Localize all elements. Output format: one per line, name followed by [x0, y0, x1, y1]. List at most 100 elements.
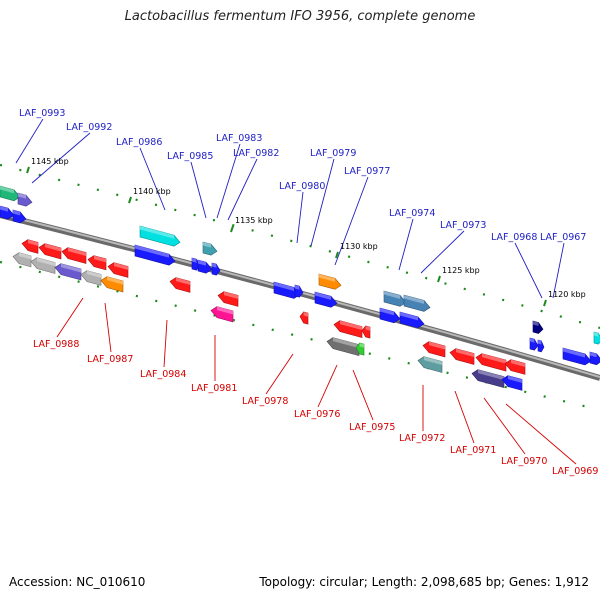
forward-label-connector-3: [190, 161, 207, 219]
accession-text: Accession: NC_010610: [9, 575, 146, 589]
reverse-gene-label-5[interactable]: LAF_0976: [294, 409, 340, 420]
reverse-gene-19: [449, 348, 475, 365]
reverse-gene-label-7[interactable]: LAF_0972: [399, 433, 445, 444]
forward-gene-18: [532, 320, 544, 334]
kbp-marker-0: 1145 kbp: [31, 157, 69, 166]
forward-gene-1: [17, 192, 33, 207]
forward-gene-16: [379, 307, 401, 324]
forward-gene-3: [12, 209, 27, 224]
reverse-gene-label-0[interactable]: LAF_0988: [33, 339, 79, 350]
kbp-marker-1: 1140 kbp: [133, 187, 171, 196]
reverse-genes: [12, 239, 526, 391]
forward-gene-label-1[interactable]: LAF_0992: [66, 122, 112, 133]
kbp-marker-3: 1130 kbp: [340, 242, 378, 251]
reverse-gene-11: [217, 291, 239, 307]
reverse-gene-20: [475, 353, 507, 372]
reverse-gene-24: [501, 375, 523, 391]
reverse-gene-label-1[interactable]: LAF_0987: [87, 354, 133, 365]
kbp-tick-5: [543, 299, 547, 307]
reverse-gene-label-2[interactable]: LAF_0984: [140, 369, 186, 380]
forward-gene-label-10[interactable]: LAF_0973: [440, 220, 486, 231]
forward-gene-22: [589, 351, 600, 366]
reverse-gene-22: [417, 356, 443, 373]
reverse-gene-9: [100, 276, 124, 293]
reverse-gene-15: [361, 325, 371, 339]
forward-gene-17: [399, 311, 425, 329]
forward-gene-4: [139, 225, 181, 247]
kbp-tick-4: [437, 275, 441, 283]
reverse-gene-10: [169, 277, 191, 293]
reverse-gene-0: [21, 239, 39, 254]
forward-gene-12: [314, 291, 338, 308]
reverse-gene-label-10[interactable]: LAF_0969: [552, 466, 598, 477]
reverse-gene-2: [61, 247, 87, 264]
reverse-label-connector-8: [454, 390, 475, 444]
forward-label-connector-9: [398, 218, 414, 271]
reverse-gene-label-4[interactable]: LAF_0978: [242, 396, 288, 407]
forward-label-connector-5: [227, 158, 258, 221]
reverse-gene-16: [326, 337, 360, 357]
forward-gene-label-2[interactable]: LAF_0986: [116, 137, 162, 148]
reverse-tick-track: [0, 260, 600, 412]
forward-gene-6: [202, 241, 218, 256]
forward-label-connector-8: [334, 176, 369, 266]
kbp-tick-3: [335, 251, 339, 259]
reverse-gene-21: [504, 359, 526, 375]
forward-gene-23: [593, 331, 600, 345]
reverse-label-connector-10: [505, 403, 577, 465]
reverse-gene-label-9[interactable]: LAF_0970: [501, 456, 547, 467]
kbp-tick-2: [230, 225, 234, 233]
genome-summary-text: Topology: circular; Length: 2,098,685 bp…: [259, 575, 589, 589]
reverse-gene-13: [299, 311, 309, 325]
forward-gene-label-6[interactable]: LAF_0980: [279, 181, 325, 192]
label-connectors: [15, 118, 577, 465]
forward-gene-label-9[interactable]: LAF_0974: [389, 208, 435, 219]
reverse-gene-1: [38, 243, 62, 260]
forward-label-connector-2: [139, 147, 166, 211]
forward-gene-15: [403, 294, 431, 312]
reverse-gene-7: [54, 263, 82, 281]
kbp-marker-4: 1125 kbp: [442, 266, 480, 275]
reverse-gene-12: [210, 306, 234, 323]
forward-label-connector-0: [15, 118, 44, 164]
reverse-gene-label-6[interactable]: LAF_0975: [349, 422, 395, 433]
reverse-gene-17: [355, 342, 365, 356]
forward-gene-label-5[interactable]: LAF_0982: [233, 148, 279, 159]
forward-gene-2: [0, 205, 15, 220]
forward-gene-label-11[interactable]: LAF_0968: [491, 232, 537, 243]
reverse-gene-6: [30, 257, 56, 274]
forward-gene-label-3[interactable]: LAF_0985: [167, 151, 213, 162]
reverse-label-connector-6: [352, 369, 374, 421]
reverse-gene-label-8[interactable]: LAF_0971: [450, 445, 496, 456]
forward-gene-19: [529, 337, 539, 351]
forward-gene-13: [318, 273, 342, 290]
reverse-gene-18: [422, 341, 446, 358]
kbp-markers: 1145 kbp 1140 kbp 1135 kbp 1130 kbp 1125 kbp…: [26, 157, 586, 307]
forward-gene-8: [197, 259, 213, 274]
forward-genes: [0, 185, 600, 366]
forward-gene-label-8[interactable]: LAF_0977: [344, 166, 390, 177]
forward-gene-label-0[interactable]: LAF_0993: [19, 108, 65, 119]
forward-label-connector-1: [31, 132, 91, 184]
kbp-tick-1: [128, 196, 132, 204]
reverse-gene-8: [80, 270, 102, 286]
forward-label-connector-11: [514, 242, 543, 299]
reverse-gene-label-3[interactable]: LAF_0981: [191, 383, 237, 394]
kbp-marker-5: 1120 kbp: [548, 290, 586, 299]
forward-gene-11: [294, 284, 304, 298]
reverse-label-connector-5: [317, 364, 338, 408]
reverse-gene-4: [107, 262, 129, 278]
forward-gene-label-12[interactable]: LAF_0967: [540, 232, 586, 243]
forward-gene-label-4[interactable]: LAF_0983: [216, 133, 262, 144]
reverse-label-connector-9: [483, 397, 526, 455]
forward-gene-label-7[interactable]: LAF_0979: [310, 148, 356, 159]
reverse-label-connector-4: [265, 353, 294, 395]
forward-gene-21: [562, 347, 592, 366]
forward-gene-0: [0, 185, 21, 202]
reverse-label-connector-1: [104, 302, 112, 353]
forward-label-connector-7: [310, 158, 335, 247]
forward-gene-9: [211, 262, 221, 276]
reverse-gene-3: [87, 255, 107, 271]
